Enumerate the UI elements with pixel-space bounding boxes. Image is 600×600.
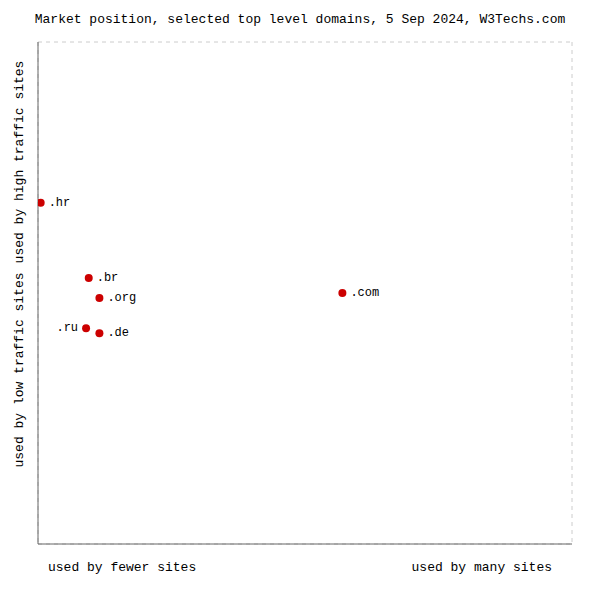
svg-text:.ru: .ru xyxy=(56,321,78,335)
html-text:used by fewer sites: used by fewer sites xyxy=(48,559,197,575)
html-text:used by low traffic sites: used by low traffic sites xyxy=(11,272,27,468)
html-text:Market position, selected top: Market position, selected top level doma… xyxy=(34,12,566,27)
svg-text:.de: .de xyxy=(107,326,129,340)
svg-text:.org: .org xyxy=(107,291,136,305)
html-text:used by high traffic sites: used by high traffic sites xyxy=(11,60,27,264)
html-text:used by many sites: used by many sites xyxy=(411,559,552,575)
svg-text:.hr: .hr xyxy=(49,196,71,210)
svg-text:.br: .br xyxy=(97,271,119,285)
svg-text:.com: .com xyxy=(350,286,379,300)
